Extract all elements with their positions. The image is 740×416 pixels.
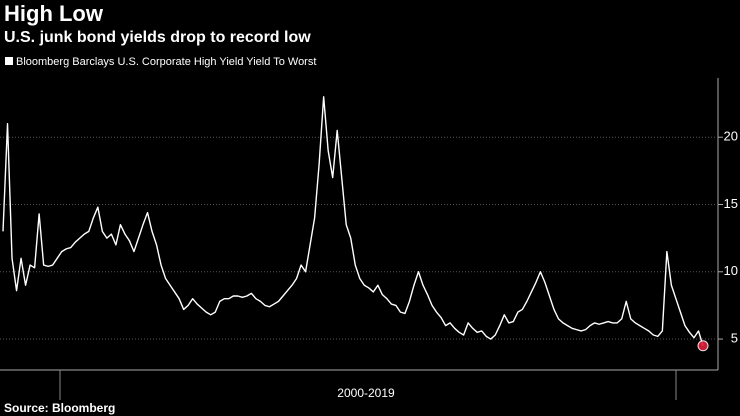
legend-swatch	[5, 57, 13, 65]
source: Source: Bloomberg	[4, 401, 115, 415]
y-tick-label: 5	[731, 330, 738, 345]
x-axis-label: 2000-2019	[337, 386, 395, 400]
y-tick-label: 10	[724, 263, 738, 278]
line	[2, 96, 704, 346]
y-tick-label: 15	[724, 196, 738, 211]
chart-title: High Low	[4, 1, 104, 26]
legend-label: Bloomberg Barclays U.S. Corporate High Y…	[16, 56, 316, 68]
last-point-marker	[697, 340, 709, 352]
chart-subtitle: U.S. junk bond yields drop to record low	[4, 29, 311, 46]
y-tick-label: 20	[724, 129, 738, 144]
